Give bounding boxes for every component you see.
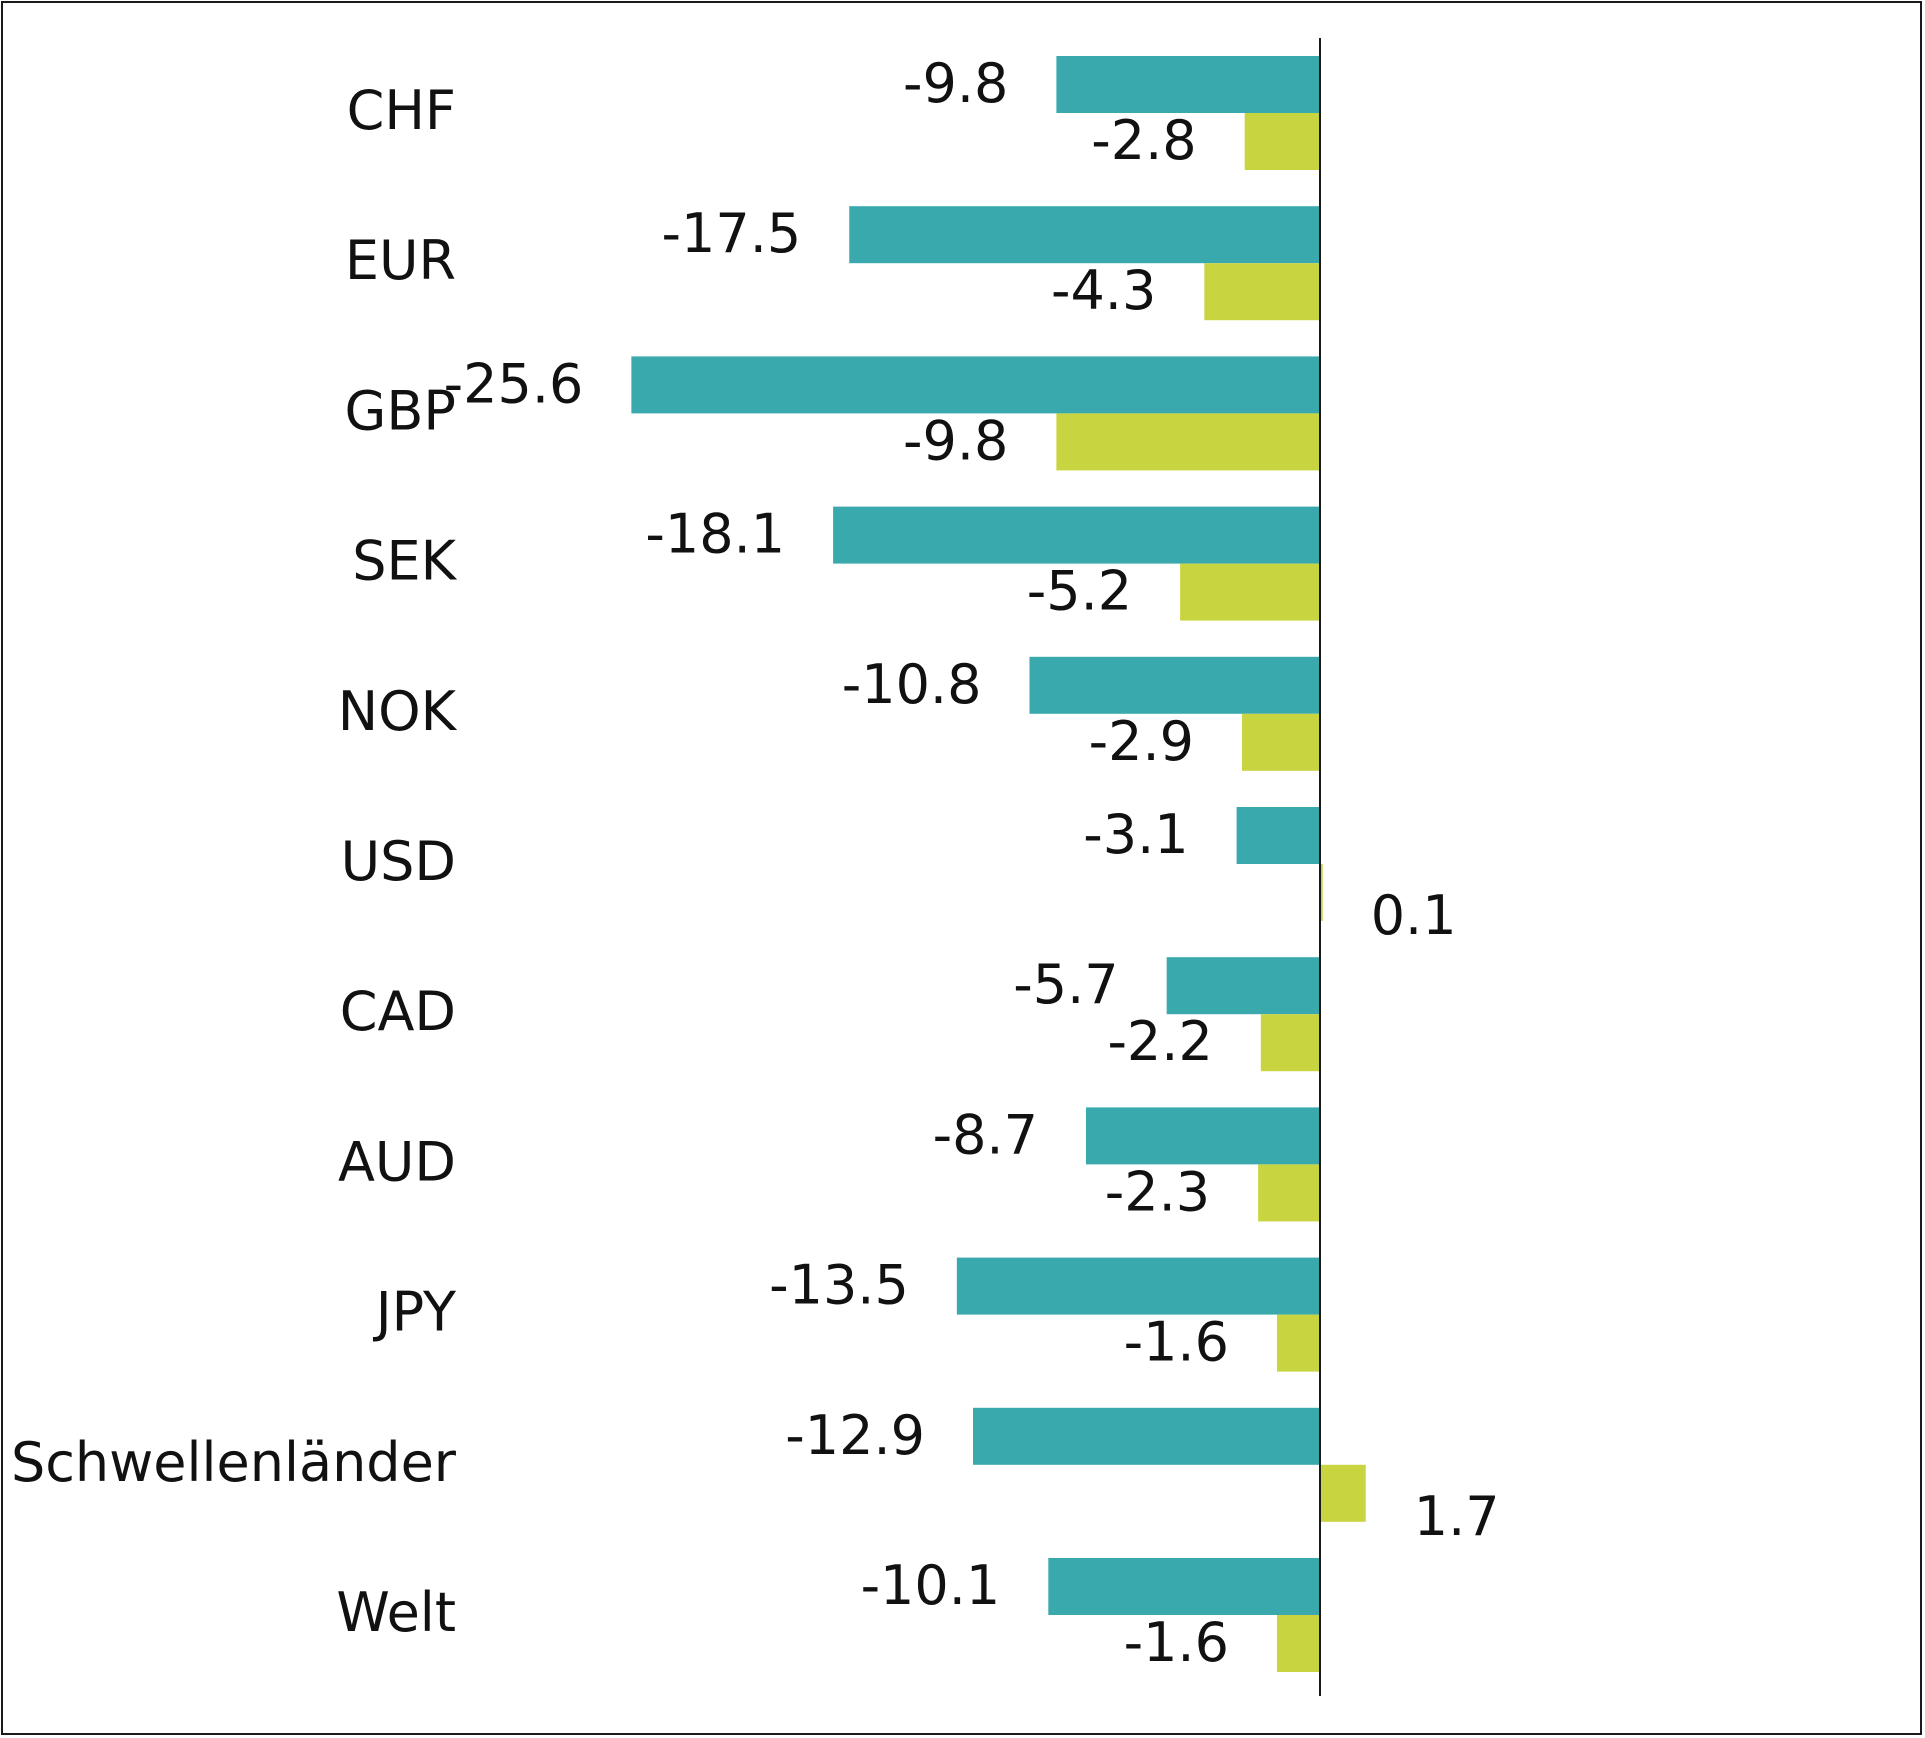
data-label: -8.7: [933, 1103, 1038, 1166]
bar: [833, 506, 1320, 564]
bar: [956, 1257, 1320, 1315]
bar: [1260, 1014, 1320, 1072]
bar: [972, 1407, 1320, 1465]
data-label: -17.5: [662, 202, 802, 265]
bar: [1029, 656, 1320, 714]
data-label: 0.1: [1371, 884, 1457, 947]
data-label: -2.2: [1107, 1010, 1212, 1073]
data-label: -5.2: [1027, 560, 1132, 623]
data-label: -9.8: [903, 409, 1008, 472]
category-label: EUR: [345, 229, 456, 292]
data-label: -13.5: [769, 1254, 909, 1317]
data-label: -25.6: [444, 352, 584, 415]
category-label: SEK: [352, 530, 457, 593]
data-label: -1.6: [1124, 1611, 1229, 1674]
bar: [1320, 864, 1323, 921]
category-label: JPY: [373, 1281, 457, 1344]
data-label: -4.3: [1051, 259, 1156, 322]
bar: [1276, 1615, 1320, 1672]
data-label: -2.8: [1091, 109, 1196, 172]
data-label: -2.9: [1089, 710, 1194, 773]
bar: [1276, 1314, 1320, 1372]
category-label: AUD: [338, 1130, 456, 1193]
data-label: -9.8: [903, 52, 1008, 115]
category-label: GBP: [345, 379, 456, 442]
bar: [1056, 413, 1320, 471]
data-label: 1.7: [1414, 1485, 1500, 1548]
category-label: Schwellenländer: [11, 1431, 457, 1494]
category-label: CAD: [340, 980, 456, 1043]
bar: [1258, 1164, 1320, 1222]
data-label: -3.1: [1083, 803, 1188, 866]
data-label: -10.8: [842, 653, 982, 716]
bars-layer: [631, 56, 1366, 1672]
bar: [1241, 713, 1320, 771]
labels-layer: CHF -9.8 -2.8 EUR -17.5 -4.3 GBP-25.6 -9.8 SEK -1…: [11, 52, 1500, 1674]
bar: [1244, 113, 1320, 170]
bar: [849, 206, 1320, 264]
data-label: -1.6: [1124, 1311, 1229, 1374]
bar: [1056, 56, 1320, 113]
bar: [1204, 263, 1320, 321]
category-label: Welt: [336, 1581, 456, 1644]
bar: [1048, 1558, 1320, 1615]
data-label: -10.1: [861, 1554, 1001, 1617]
category-label: CHF: [347, 79, 456, 142]
data-label: -2.3: [1105, 1160, 1210, 1223]
bar: [1320, 1464, 1366, 1522]
category-label: USD: [341, 830, 456, 893]
bar: [1180, 563, 1320, 621]
data-label: -12.9: [785, 1404, 925, 1467]
bar: [1166, 957, 1320, 1015]
data-label: -5.7: [1013, 953, 1118, 1016]
data-label: -18.1: [645, 503, 785, 566]
bar: [1085, 1107, 1320, 1165]
bar: [631, 356, 1320, 414]
bar: [1236, 807, 1320, 864]
category-label: NOK: [338, 680, 458, 743]
